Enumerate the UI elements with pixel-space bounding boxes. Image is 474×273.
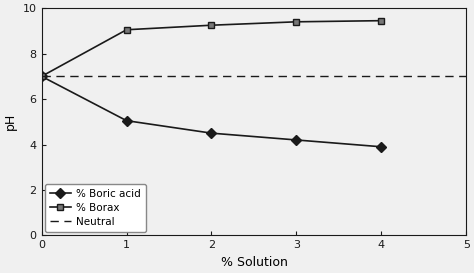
% Boric acid <box>39 75 45 78</box>
Neutral <box>124 75 129 78</box>
% Borax <box>39 75 45 78</box>
Legend: % Boric acid, % Borax, Neutral: % Boric acid, % Borax, Neutral <box>45 183 146 232</box>
% Borax <box>293 20 299 23</box>
% Boric acid <box>124 119 129 122</box>
Line: % Borax: % Borax <box>38 17 385 80</box>
% Borax <box>379 19 384 22</box>
% Boric acid <box>379 145 384 149</box>
X-axis label: % Solution: % Solution <box>220 256 287 269</box>
% Borax <box>124 28 129 31</box>
% Boric acid <box>209 132 214 135</box>
Y-axis label: pH: pH <box>4 113 17 130</box>
Line: % Boric acid: % Boric acid <box>38 73 385 150</box>
% Boric acid <box>293 138 299 142</box>
% Borax <box>209 23 214 27</box>
Neutral <box>39 75 45 78</box>
